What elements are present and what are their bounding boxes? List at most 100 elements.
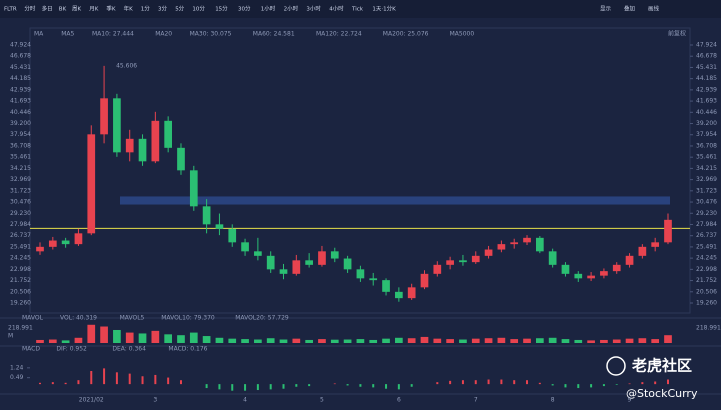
toolbar-item[interactable]: 30分 <box>238 5 251 13</box>
volume-bar <box>433 338 442 343</box>
macd-legend: DIF: 0.952 <box>56 346 87 353</box>
y-tick-label: 31.723 <box>696 187 717 194</box>
volume-bar <box>382 338 390 343</box>
volume-legend: VOL: 40.319 <box>60 315 97 322</box>
candle-body <box>36 246 44 252</box>
toolbar-item[interactable]: 3分 <box>158 5 167 13</box>
ma-legend: MA120: 22.724 <box>316 31 362 38</box>
candle-body <box>215 224 224 229</box>
volume-bar <box>446 339 454 343</box>
volume-bar <box>318 339 326 343</box>
x-tick-label: 8 <box>551 397 555 404</box>
restore-label[interactable]: 前复权 <box>668 30 686 38</box>
y-tick-label: 41.693 <box>10 98 31 105</box>
volume-legend: MAVOL10: 79.370 <box>161 315 215 322</box>
y-tick-label: 34.215 <box>696 165 717 172</box>
x-tick-label: 2021/02 <box>79 397 104 404</box>
candle-body <box>100 98 108 135</box>
toolbar-item[interactable]: 4小时 <box>329 5 344 13</box>
volume-bar <box>574 339 583 343</box>
volume-bar <box>254 339 262 343</box>
x-tick-label: 6 <box>397 397 401 404</box>
y-tick-label: 30.476 <box>696 199 717 206</box>
y-tick-label: 39.200 <box>696 120 717 127</box>
candle-body <box>420 273 429 288</box>
toolbar-item[interactable]: 1天·1分K <box>372 5 396 13</box>
toolbar-item[interactable]: 1分 <box>141 5 150 13</box>
y-tick-label: 45.431 <box>696 64 717 71</box>
toolbar-item[interactable]: 15分 <box>215 5 228 13</box>
y-tick-label: 46.678 <box>696 53 717 60</box>
candle-body <box>164 120 173 148</box>
y-tick-label: 44.185 <box>696 75 717 82</box>
toolbar-item[interactable]: 年K <box>124 5 134 13</box>
volume-bar <box>215 337 224 343</box>
candle-body <box>459 260 467 263</box>
candle-body <box>523 237 531 243</box>
volume-bar <box>459 339 467 343</box>
ma-legend: MA30: 30.075 <box>190 31 232 38</box>
volume-bar <box>638 338 647 343</box>
candle-body <box>61 240 70 245</box>
volume-bar <box>471 338 480 343</box>
toolbar-item[interactable]: 2小时 <box>284 5 299 13</box>
toolbar-item[interactable]: 季K <box>106 5 116 13</box>
volume-bar <box>305 339 313 343</box>
volume-bar <box>177 335 185 343</box>
x-tick-label: 5 <box>320 397 324 404</box>
y-tick-label: 21.752 <box>10 277 31 284</box>
y-tick-label: 45.431 <box>10 64 31 71</box>
toolbar-item[interactable]: 3小时 <box>306 5 321 13</box>
toolbar-item[interactable]: 10分 <box>192 5 205 13</box>
volume-bar <box>266 338 275 343</box>
volume-bar <box>61 340 70 343</box>
y-tick-label: 47.924 <box>10 42 31 49</box>
toolbar-item[interactable]: Tick <box>351 7 364 13</box>
volume-bar <box>202 336 211 343</box>
volume-bar <box>87 324 96 343</box>
high-annotation: 45.606 <box>116 62 137 69</box>
toolbar-item[interactable]: 5分 <box>175 5 184 13</box>
volume-legend: MAVOL <box>22 315 44 322</box>
toolbar-item[interactable]: 叠加 <box>624 5 635 13</box>
candle-body <box>318 251 326 265</box>
volume-bar <box>343 339 352 343</box>
toolbar-item[interactable]: 月K <box>89 6 99 13</box>
candle-body <box>484 249 493 256</box>
toolbar-item[interactable]: 周K <box>72 6 82 13</box>
volume-bar <box>535 338 544 343</box>
y-tick-label: 35.461 <box>696 154 717 161</box>
candle-body <box>535 237 544 252</box>
candle-body <box>241 242 249 252</box>
y-tick-label: 26.737 <box>10 232 31 239</box>
volume-bar <box>241 339 249 343</box>
toolbar-item[interactable]: 显示 <box>600 6 612 13</box>
volume-bar <box>625 338 634 343</box>
candle-body <box>574 273 583 279</box>
candle-body <box>664 219 672 243</box>
candle-body <box>548 251 557 265</box>
x-tick-label: 4 <box>243 397 247 404</box>
toolbar-item[interactable]: 1小时 <box>261 5 276 13</box>
toolbar-item[interactable]: BK <box>59 7 67 13</box>
y-tick-label: 39.200 <box>10 120 31 127</box>
toolbar-item[interactable]: FLTR <box>4 7 17 13</box>
toolbar-item[interactable]: 多日 <box>42 5 53 13</box>
candle-body <box>48 240 57 247</box>
toolbar-item[interactable]: 画线 <box>648 5 660 13</box>
volume-bar <box>651 339 660 343</box>
candle-body <box>471 255 480 263</box>
y-tick-label: 26.737 <box>696 232 717 239</box>
volume-bar <box>548 337 557 343</box>
volume-bar <box>292 338 301 343</box>
x-tick-label: 9 <box>628 397 632 404</box>
volume-bar <box>497 337 506 343</box>
volume-bar <box>523 338 531 343</box>
volume-bar <box>356 339 365 343</box>
candle-body <box>600 271 608 276</box>
toolbar-item[interactable]: 分时 <box>24 5 36 13</box>
x-tick-label: 3 <box>153 397 157 404</box>
candle-body <box>330 251 339 259</box>
macd-tick-label: 1.24 <box>10 364 24 371</box>
